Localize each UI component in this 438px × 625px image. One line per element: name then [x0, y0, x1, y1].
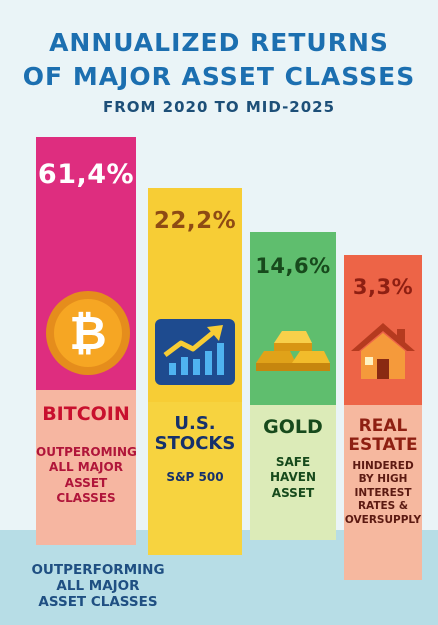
category-description-us-stocks: S&P 500: [166, 470, 224, 484]
chart-title-line2: OF MAJOR ASSET CLASSES: [22, 62, 416, 91]
data-label-bitcoin: 61,4%: [37, 159, 135, 190]
bar-label-panel-gold: [250, 405, 336, 540]
bar-label-panel-real-estate: [344, 405, 422, 580]
category-label-gold: GOLD: [263, 416, 323, 438]
category-label-real-estate: REAL ESTATE: [348, 416, 418, 455]
data-label-real-estate: 3,3%: [352, 275, 414, 299]
gold-bars-icon: [252, 317, 334, 379]
chart-title-line1: ANNUALIZED RETURNS: [49, 28, 389, 57]
rising-chart-icon: [155, 319, 235, 385]
category-label-bitcoin: BITCOIN: [42, 403, 130, 425]
category-description-real-estate: HINDERED BY HIGH INTEREST RATES & OVERSU…: [344, 460, 422, 526]
footnote: OUTPERFORMING ALL MAJOR ASSET CLASSES: [31, 562, 165, 611]
bitcoin-coin-icon: ₿: [44, 289, 132, 377]
chart-subtitle: FROM 2020 TO MID-2025: [102, 98, 336, 116]
category-description-bitcoin: OUTPEROMING ALL MAJOR ASSET CLASSES: [36, 445, 137, 506]
bar-label-panel-bitcoin: [36, 390, 136, 545]
house-icon: [349, 321, 417, 381]
bar-real-estate: 3,3% REAL ESTATE HINDERED BY HIGH INTEREST…: [344, 255, 422, 580]
bar-us-stocks: 22,2% U.S. STOCKS S&P 500: [148, 188, 242, 555]
bar-bitcoin: 61,4% ₿ BITCOIN OUTPEROMING ALL MAJOR ASSET…: [36, 137, 137, 545]
svg-text:₿: ₿: [69, 306, 107, 360]
data-label-us-stocks: 22,2%: [153, 208, 237, 234]
data-label-gold: 14,6%: [255, 254, 331, 278]
category-description-gold: SAFE HAVEN ASSET: [269, 455, 317, 500]
bar-label-panel-us-stocks: [148, 402, 242, 555]
bar-gold: 14,6% GOLD SAFE HAVEN ASSET: [250, 232, 336, 540]
category-label-us-stocks: U.S. STOCKS: [154, 413, 236, 454]
